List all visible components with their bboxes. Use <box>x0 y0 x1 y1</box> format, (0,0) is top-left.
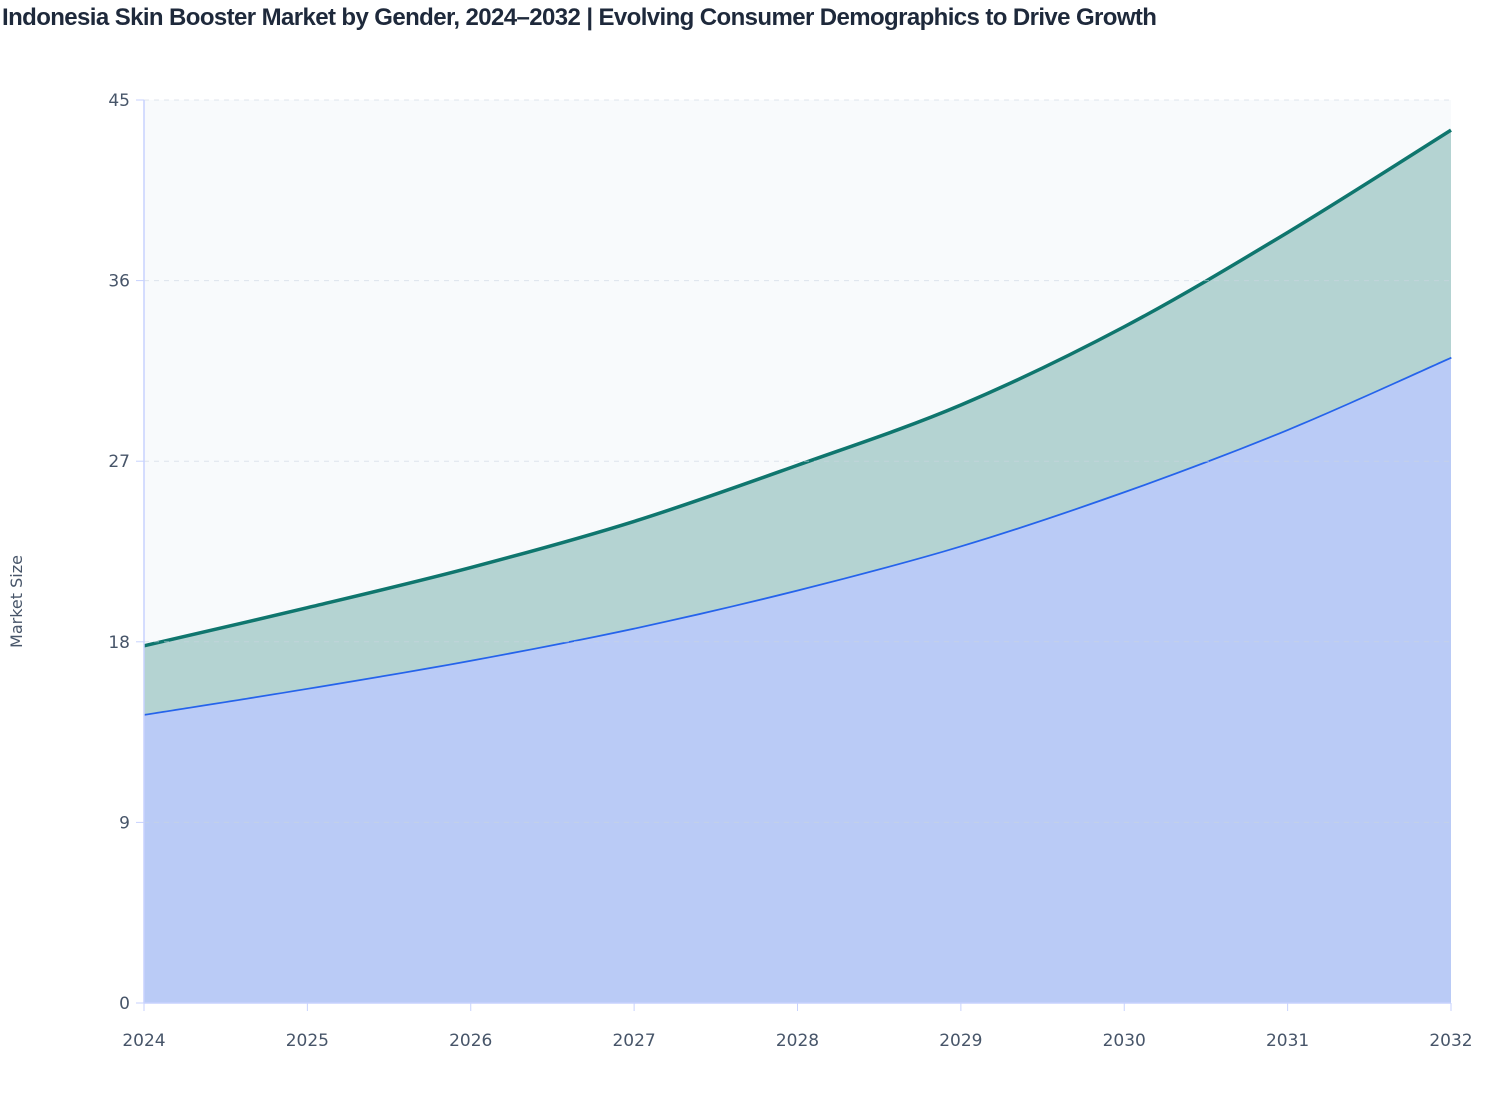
x-tick-label: 2032 <box>1429 1031 1472 1051</box>
x-tick-label: 2027 <box>612 1031 655 1051</box>
x-tick-label: 2031 <box>1266 1031 1309 1051</box>
y-tick-label: 36 <box>108 272 130 292</box>
x-tick-label: 2029 <box>939 1031 982 1051</box>
y-tick-label: 45 <box>108 91 130 111</box>
x-tick-label: 2024 <box>122 1031 165 1051</box>
y-tick-label: 18 <box>108 633 130 653</box>
series-1-line <box>143 128 1452 648</box>
x-tick-label: 2026 <box>449 1031 492 1051</box>
x-tick-label: 2030 <box>1103 1031 1146 1051</box>
chart-title: Indonesia Skin Booster Market by Gender,… <box>2 4 1157 31</box>
series-0-area <box>144 356 1451 1003</box>
x-tick-label: 2025 <box>286 1031 329 1051</box>
y-axis-label: Market Size <box>7 555 26 648</box>
y-tick-label: 0 <box>119 994 130 1014</box>
y-tick-label: 27 <box>108 452 130 472</box>
y-tick-label: 9 <box>119 813 130 833</box>
x-tick-label: 2028 <box>776 1031 819 1051</box>
